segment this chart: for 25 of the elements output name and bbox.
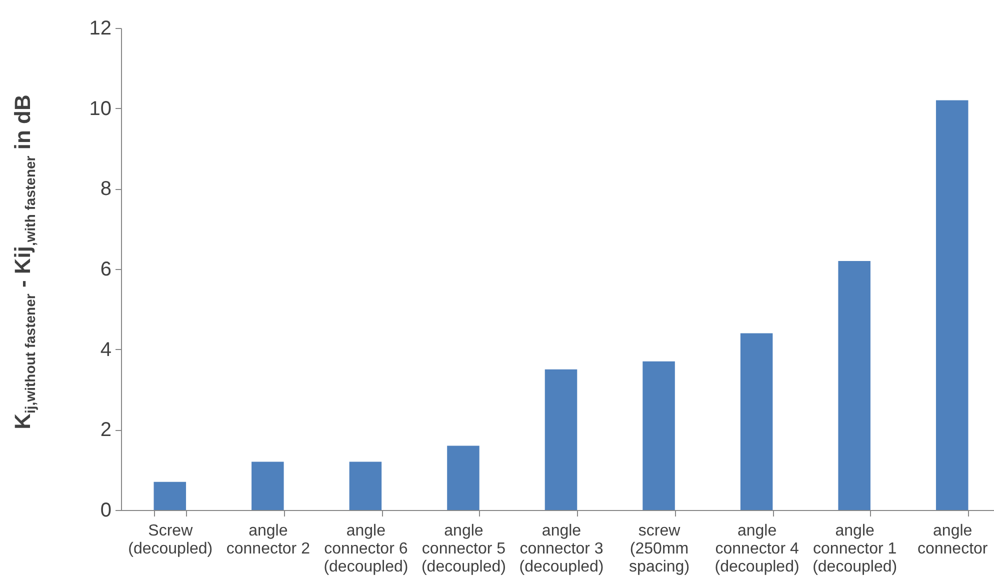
y-tick-label: 12 [89, 18, 112, 40]
bar [349, 462, 382, 510]
y-tick-label: 10 [89, 98, 112, 120]
bar [447, 446, 480, 510]
y-tick-label: 0 [100, 500, 112, 522]
y-tick-label: 6 [100, 258, 112, 280]
y-tick-label: 8 [100, 178, 112, 200]
y-tick-label: 2 [100, 419, 112, 442]
bar [838, 260, 870, 510]
bar [544, 369, 578, 510]
bar [936, 100, 968, 510]
x-tick-label: angle connector 4 (decoupled) [714, 522, 800, 576]
bar [154, 482, 186, 510]
bar [740, 333, 773, 510]
x-tick-label: angle connector [917, 522, 988, 558]
bar [642, 361, 675, 510]
x-tick-label: Screw (decoupled) [128, 522, 213, 558]
x-tick-label: screw (250mm spacing) [629, 522, 690, 576]
y-tick-label: 4 [100, 338, 112, 361]
x-tick-label: angle connector 3 (decoupled) [519, 522, 604, 576]
x-tick-label: angle connector 5 (decoupled) [421, 522, 506, 576]
bar [252, 462, 284, 510]
x-tick-label: angle connector 2 [226, 522, 310, 558]
x-tick-label: angle connector 1 (decoupled) [812, 522, 898, 576]
x-tick-label: angle connector 6 (decoupled) [324, 522, 408, 576]
